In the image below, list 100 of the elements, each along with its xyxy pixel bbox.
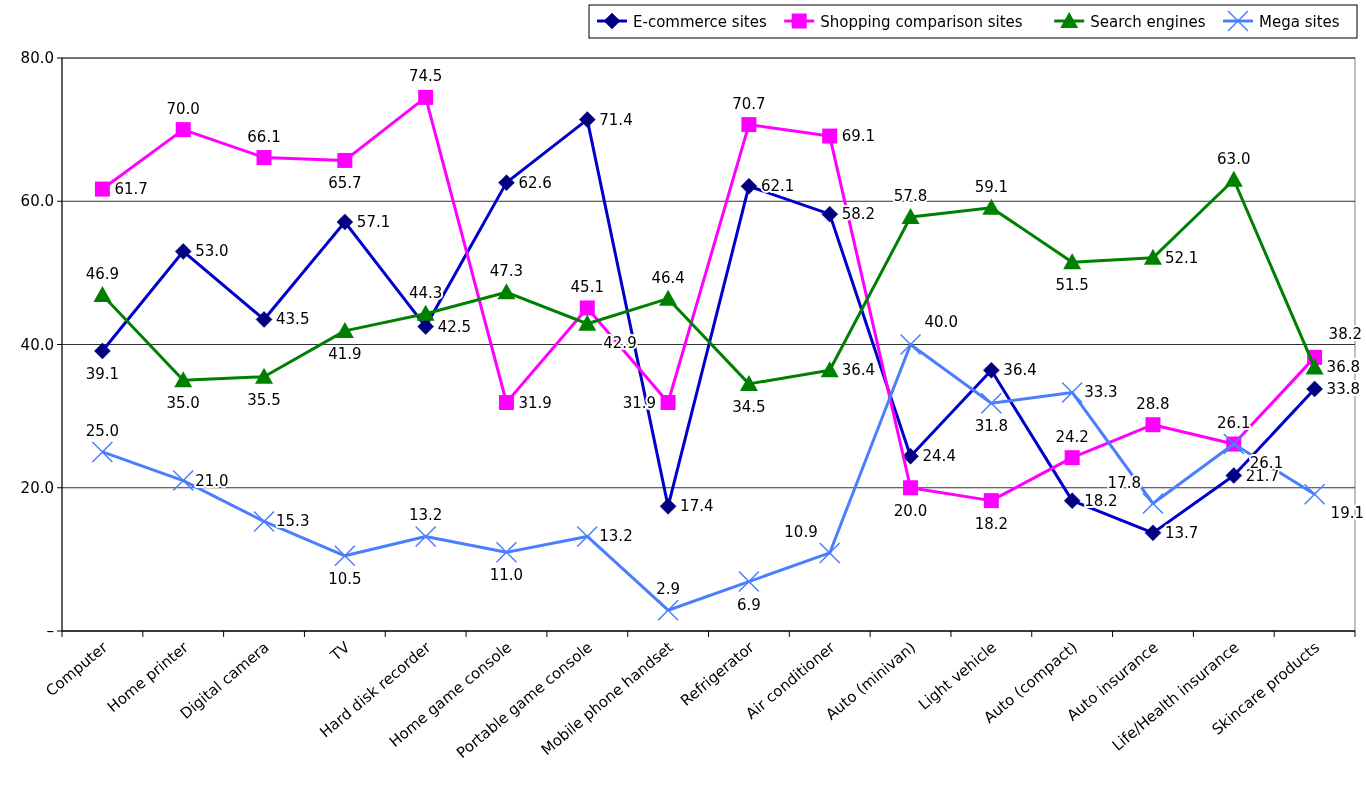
data-label: 35.0 — [166, 394, 200, 413]
data-label: 10.9 — [784, 522, 818, 541]
data-label: 62.6 — [518, 173, 552, 192]
data-label: 39.1 — [85, 364, 120, 383]
point — [335, 321, 354, 338]
data-label: 51.5 — [1055, 276, 1089, 295]
data-label: 18.2 — [1084, 491, 1118, 510]
point — [334, 545, 356, 567]
data-label: 21.0 — [195, 471, 229, 490]
data-label: 18.2 — [974, 514, 1009, 533]
data-label: 6.9 — [736, 595, 761, 614]
point — [495, 541, 518, 563]
data-label: 52.1 — [1164, 248, 1199, 267]
point — [820, 361, 839, 378]
point — [416, 304, 435, 321]
data-label: 42.5 — [437, 317, 472, 336]
data-label: 13.7 — [1164, 523, 1199, 542]
x-tick-label: TV — [326, 637, 354, 666]
point — [174, 371, 193, 388]
point — [498, 395, 514, 411]
data-label: 33.3 — [1084, 383, 1118, 402]
data-label: 46.4 — [651, 268, 685, 287]
data-label: 35.5 — [247, 390, 281, 409]
data-label: 36.8 — [1326, 358, 1360, 377]
data-label: 71.4 — [599, 110, 633, 129]
point — [739, 374, 758, 391]
data-label: 24.4 — [922, 447, 956, 466]
data-label: 10.5 — [328, 569, 362, 588]
point — [903, 480, 919, 496]
legend-label: Search engines — [1090, 13, 1206, 31]
data-label: 70.7 — [732, 94, 766, 113]
data-label: 47.3 — [489, 262, 524, 281]
data-label: 25.0 — [85, 421, 120, 440]
point — [337, 152, 353, 168]
data-label: 57.8 — [893, 187, 928, 206]
data-label: 13.2 — [599, 527, 633, 546]
point — [497, 283, 516, 300]
point — [1061, 381, 1083, 404]
data-label: 59.1 — [974, 177, 1009, 196]
point — [256, 150, 272, 166]
point — [901, 208, 920, 225]
point — [657, 599, 679, 621]
data-label: 33.8 — [1326, 379, 1360, 398]
legend-label: Shopping comparison sites — [820, 13, 1023, 31]
point — [899, 333, 922, 356]
point — [1145, 417, 1161, 433]
data-label: 17.4 — [680, 497, 714, 516]
data-label: 13.2 — [408, 506, 443, 525]
y-tick-label: 60.0 — [20, 192, 54, 211]
data-label: 11.0 — [489, 566, 524, 585]
point — [93, 286, 112, 303]
point — [253, 510, 275, 533]
data-label: 62.1 — [760, 177, 795, 196]
point — [255, 367, 274, 384]
point — [983, 493, 999, 509]
point — [659, 289, 678, 306]
data-label: 61.7 — [114, 180, 148, 199]
point — [980, 392, 1003, 414]
point — [418, 89, 434, 105]
point — [94, 181, 110, 197]
point — [578, 314, 597, 331]
data-label: 66.1 — [247, 127, 281, 146]
data-label: 19.1 — [1330, 504, 1364, 523]
data-label: 43.5 — [276, 310, 310, 329]
y-tick-label: – — [46, 622, 54, 640]
y-tick-label: 80.0 — [20, 49, 54, 67]
point — [822, 128, 838, 144]
data-label: 20.0 — [893, 501, 928, 520]
data-label: 34.5 — [732, 397, 766, 416]
data-label: 46.9 — [85, 265, 120, 284]
data-label: 28.8 — [1136, 394, 1170, 413]
data-label: 31.9 — [518, 393, 552, 412]
data-label: 36.4 — [1003, 361, 1037, 380]
legend-label: E-commerce sites — [633, 13, 767, 31]
data-label: 69.1 — [841, 127, 876, 146]
y-tick-label: 40.0 — [20, 335, 54, 354]
point — [1143, 248, 1162, 265]
point — [1064, 450, 1080, 466]
data-label: 24.2 — [1055, 427, 1089, 446]
data-label: 70.0 — [166, 99, 200, 118]
data-label: 2.9 — [656, 580, 681, 599]
point — [414, 525, 437, 548]
point — [91, 441, 114, 463]
data-label: 65.7 — [328, 174, 362, 193]
data-label: 40.0 — [924, 312, 958, 331]
data-label: 57.1 — [356, 213, 391, 232]
point — [818, 542, 841, 564]
data-label: 41.9 — [328, 344, 362, 363]
point — [175, 122, 191, 138]
point — [741, 117, 757, 133]
point — [579, 300, 595, 316]
data-label: 53.0 — [195, 242, 229, 261]
data-label: 44.3 — [408, 283, 443, 302]
y-tick-label: 20.0 — [20, 478, 54, 497]
data-label: 31.8 — [974, 417, 1009, 436]
point — [738, 570, 760, 593]
data-label: 36.4 — [841, 361, 876, 380]
legend-label: Mega sites — [1259, 13, 1340, 31]
point — [1303, 483, 1326, 505]
data-label: 74.5 — [408, 67, 443, 86]
